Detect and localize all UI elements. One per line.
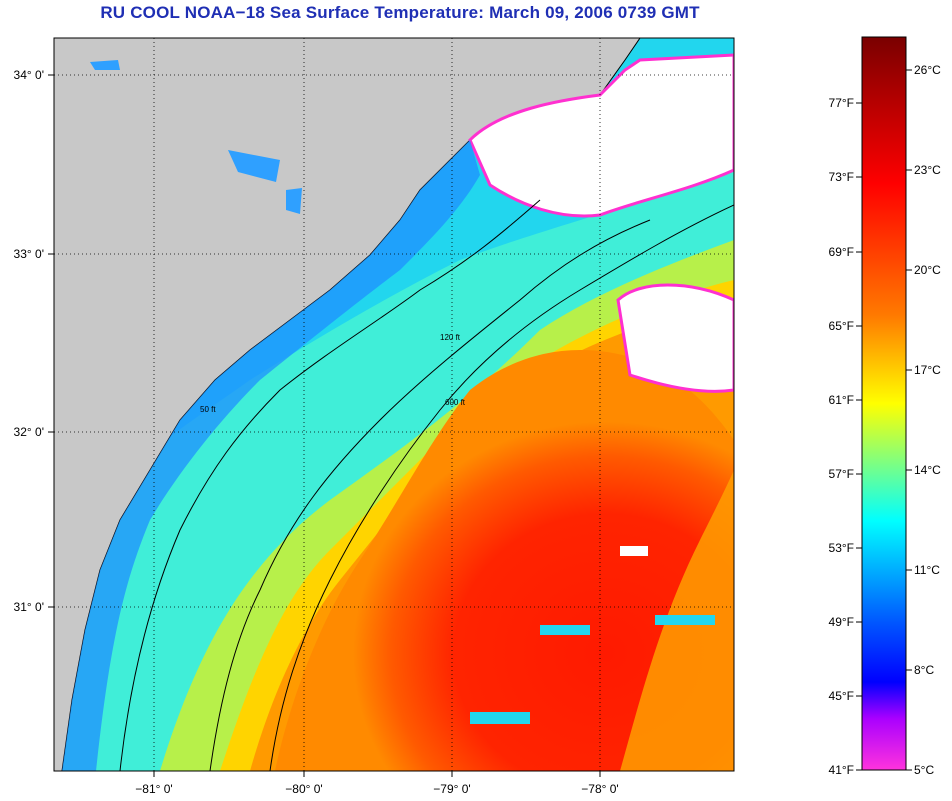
map-frame	[53, 37, 735, 772]
cloud-patch-north	[468, 53, 734, 218]
colorbar-label-f: 45°F	[829, 689, 854, 703]
colorbar-label-f: 53°F	[829, 541, 854, 555]
gulf-stream-core	[275, 350, 734, 771]
colorbar-label-f: 65°F	[829, 319, 854, 333]
lat-label: 31° 0'	[14, 600, 44, 614]
lake	[228, 150, 280, 182]
colorbar	[861, 36, 907, 771]
contour-50ft	[119, 199, 541, 771]
contour-120ft	[209, 219, 651, 771]
contour-label-120ft: 120 ft	[440, 333, 461, 342]
colorbar-label-c: 20°C	[914, 263, 941, 277]
lon-label: −78° 0'	[581, 782, 618, 796]
graticule	[54, 38, 734, 771]
colorbar-label-f: 61°F	[829, 393, 854, 407]
map-title: RU COOL NOAA−18 Sea Surface Temperature:…	[100, 3, 700, 22]
colorbar-label-c: 26°C	[914, 63, 941, 77]
colorbar-label-f: 77°F	[829, 96, 854, 110]
cloud-patch-east	[616, 283, 734, 393]
lat-label: 32° 0'	[14, 425, 44, 439]
cool-patch	[655, 615, 715, 625]
colorbar-label-f: 41°F	[829, 763, 854, 777]
lon-label: −81° 0'	[135, 782, 172, 796]
lat-label: 34° 0'	[14, 68, 44, 82]
colorbar-label-c: 17°C	[914, 363, 941, 377]
lon-label: −80° 0'	[285, 782, 322, 796]
colorbar-label-c: 11°C	[914, 563, 940, 577]
lat-label: 33° 0'	[14, 247, 44, 261]
colorbar-label-c: 8°C	[914, 663, 934, 677]
cool-patch	[470, 712, 530, 724]
colorbar-label-f: 57°F	[829, 467, 854, 481]
cool-patch	[540, 625, 590, 635]
contour-label-600ft: 600 ft	[445, 398, 466, 407]
colorbar-label-f: 49°F	[829, 615, 854, 629]
colorbar-label-f: 69°F	[829, 245, 854, 259]
lon-label: −79° 0'	[433, 782, 470, 796]
map-panel: 50 ft 120 ft 600 ft	[54, 38, 734, 771]
contour-label-50ft: 50 ft	[200, 405, 216, 414]
contour-600ft	[269, 204, 734, 771]
colorbar-label-c: 23°C	[914, 163, 941, 177]
axis-ticks	[48, 74, 601, 777]
nearshore-cold-water	[62, 140, 480, 771]
colorbar-label-c: 14°C	[914, 463, 941, 477]
lake	[286, 188, 302, 214]
cloud-fleck	[620, 546, 648, 556]
colorbar-label-f: 73°F	[829, 170, 854, 184]
colorbar-ticks	[856, 69, 912, 771]
colorbar-label-c: 5°C	[914, 763, 934, 777]
lake	[90, 60, 120, 70]
